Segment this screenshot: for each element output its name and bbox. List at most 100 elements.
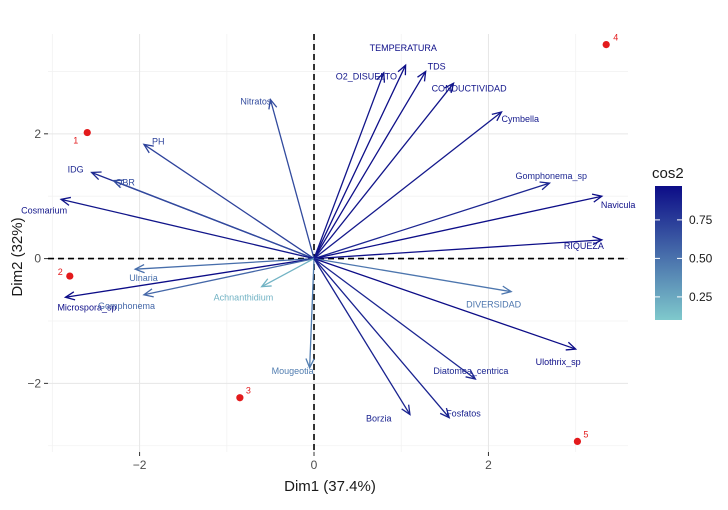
arrow-label: Borzia [366, 414, 392, 424]
arrow-shaft [313, 71, 427, 259]
arrow-shaft [313, 239, 602, 260]
variable-arrow-diatomea-centrica: Diatomea_centrica [313, 258, 508, 380]
point-marker [602, 41, 610, 49]
arrow-label: Fosfatos [446, 409, 481, 419]
arrow-label: Gomphonema_sp [516, 171, 588, 181]
point-label: 1 [73, 136, 78, 146]
arrow-head [260, 278, 272, 288]
variable-arrow-ph: PH [142, 136, 315, 260]
reference-lines [48, 34, 628, 452]
point-marker [573, 437, 582, 445]
arrow-shaft [269, 99, 315, 259]
legend-tick-label: 0.75 [689, 213, 713, 227]
point-label: 2 [58, 267, 63, 277]
individual-point-4: 4 [602, 33, 618, 49]
arrow-head [397, 63, 407, 76]
arrow-label: O2_DISUELTO [336, 72, 397, 82]
arrow-label: TDS [428, 61, 446, 71]
variable-arrow-ulnaria: Ulnaria [129, 257, 315, 283]
legend-tick-label: 0.50 [689, 251, 713, 265]
arrow-shaft [135, 257, 315, 270]
variable-arrow-tds: TDS [313, 61, 446, 259]
arrow-head [90, 171, 102, 181]
legend-ticks: 0.25 0.50 0.75 [655, 213, 713, 304]
point-label: 3 [246, 386, 251, 396]
variable-arrow-gomphonema: Gomphonema [98, 257, 315, 311]
arrow-label: Mougeotia [272, 366, 314, 376]
x-tick-label: −2 [133, 458, 147, 472]
arrow-label: Navicula [601, 200, 636, 210]
arrow-shaft [113, 180, 315, 260]
arrow-head [501, 285, 513, 295]
y-axis-label: Dim2 (32%) [9, 217, 26, 296]
arrow-head [111, 179, 124, 189]
legend: cos2 0.25 0.50 0.75 [652, 165, 713, 320]
arrow-shaft [143, 143, 315, 260]
arrow-head [59, 196, 72, 206]
arrow-label: Ulothrix_sp [536, 357, 581, 367]
arrow-label: QBR [115, 178, 135, 188]
arrow-head [401, 404, 411, 416]
y-tick-label: −2 [27, 376, 41, 390]
variable-arrows: TEMPERATURA TDS O2_DISUELTO CONDUCTIVIDAD Ni… [21, 43, 635, 423]
arrow-label: Nitratos [240, 97, 272, 107]
variable-arrow-cymbella: Cymbella [313, 111, 539, 260]
variable-arrow-qbr: QBR [111, 178, 315, 260]
arrow-label: Cosmarium [21, 205, 67, 215]
arrow-label: CONDUCTIVIDAD [432, 83, 508, 93]
arrow-shaft [313, 258, 476, 380]
arrow-label: Ulnaria [129, 273, 158, 283]
individual-point-2: 2 [58, 267, 74, 280]
arrow-shaft [261, 258, 315, 288]
arrow-head [268, 97, 278, 110]
variable-arrow-fosfatos: Fosfatos [313, 258, 481, 419]
arrow-head [133, 264, 145, 274]
arrow-shaft [65, 257, 315, 298]
arrow-head [539, 181, 552, 191]
variable-arrow-o2-disuelto: O2_DISUELTO [313, 71, 397, 259]
variable-arrow-microspora-sp: Microspora_sp [57, 257, 315, 312]
individual-points: 1 2 3 4 5 [58, 33, 618, 445]
variable-arrow-cosmarium: Cosmarium [21, 196, 315, 260]
variable-arrow-diversidad: DIVERSIDAD [313, 257, 522, 310]
point-marker [236, 394, 244, 402]
variable-arrow-riqueza: RIQUEZA [313, 235, 604, 260]
individual-point-3: 3 [236, 386, 251, 402]
arrow-head [142, 288, 154, 298]
y-tick-label: 0 [34, 252, 41, 266]
arrow-label: Gomphonema [98, 301, 155, 311]
arrow-label: TEMPERATURA [370, 43, 437, 53]
grid-layer [48, 34, 628, 452]
arrow-head [305, 358, 315, 370]
variable-arrow-mougeotia: Mougeotia [272, 258, 315, 376]
arrow-shaft [313, 82, 455, 260]
variable-arrow-ulothrix-sp: Ulothrix_sp [313, 257, 581, 367]
arrow-label: Diatomea_centrica [433, 366, 508, 376]
arrow-label: RIQUEZA [564, 241, 604, 251]
variable-arrow-nitratos: Nitratos [240, 97, 315, 259]
variable-arrow-temperatura: TEMPERATURA [313, 43, 437, 259]
x-axis-label: Dim1 (37.4%) [284, 478, 376, 495]
arrow-shaft [313, 258, 450, 419]
variable-arrow-achnanthidium: Achnanthidium [214, 258, 315, 303]
point-marker [66, 272, 74, 280]
legend-colorbar [655, 186, 682, 320]
arrow-head [444, 82, 455, 94]
arrow-label: IDG [68, 165, 84, 175]
arrow-shaft [309, 258, 315, 368]
arrow-label: PH [152, 136, 165, 146]
arrow-head [142, 143, 154, 154]
x-tick-label: 0 [311, 458, 318, 472]
legend-title: cos2 [652, 165, 684, 182]
point-marker [83, 128, 91, 137]
variable-arrow-borzia: Borzia [313, 258, 411, 424]
arrow-shaft [313, 182, 550, 260]
individual-point-1: 1 [73, 128, 91, 146]
x-tick-label: 2 [485, 458, 492, 472]
axes: −2 0 2 −2 0 2 [27, 127, 492, 472]
arrow-shaft [313, 111, 502, 260]
arrow-head [439, 407, 451, 419]
arrow-shaft [60, 198, 315, 260]
arrow-label: Microspora_sp [57, 302, 116, 312]
